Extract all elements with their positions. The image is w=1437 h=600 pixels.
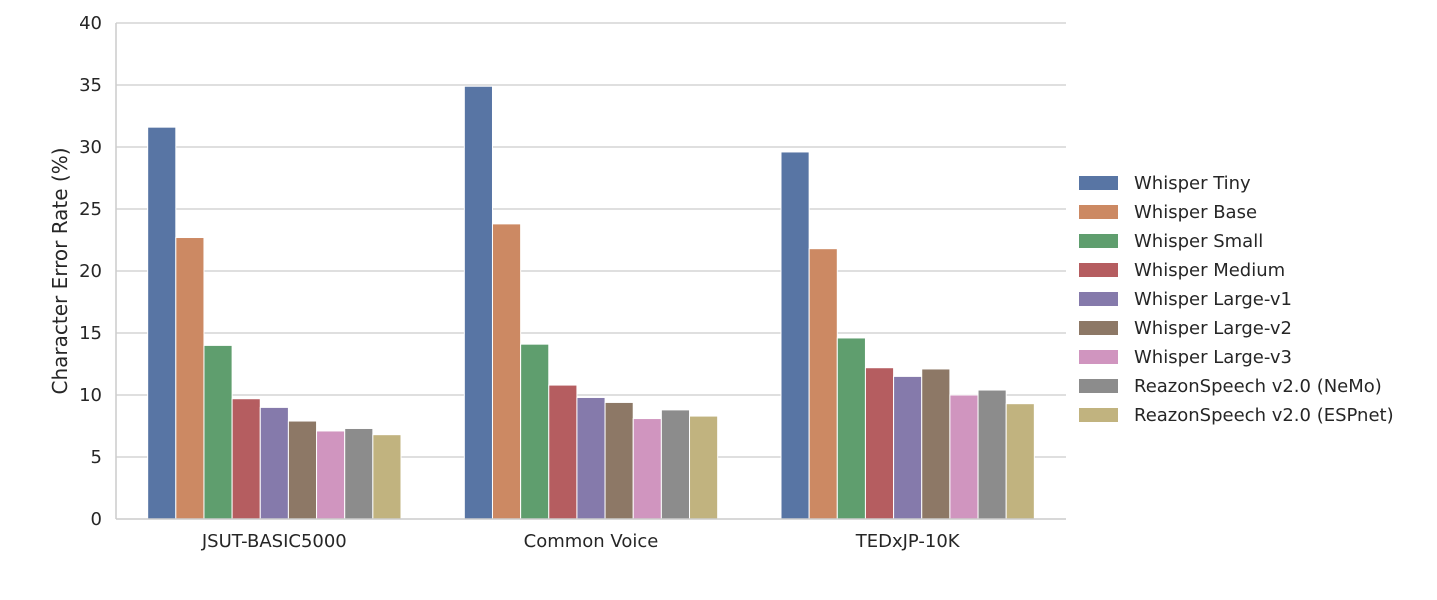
- y-tick-label: 35: [79, 75, 102, 96]
- bar-whisper-large-v2-1: [604, 401, 634, 520]
- legend-swatch: [1079, 379, 1118, 393]
- x-tick-label: TEDxJP-10K: [855, 531, 961, 552]
- legend: Whisper Tiny Whisper Base Whisper Small Whi…: [1079, 173, 1394, 426]
- bar-whisper-tiny-1: [463, 85, 493, 520]
- legend-swatch: [1079, 321, 1118, 335]
- bar-whisper-base-1: [491, 223, 522, 520]
- bar-whisper-large-v3-2: [949, 394, 979, 520]
- y-tick-label: 30: [79, 137, 102, 158]
- bar-whisper-base-2: [808, 248, 838, 520]
- bar-whisper-large-v2-2: [921, 368, 951, 520]
- legend-label: Whisper Large-v1: [1134, 289, 1292, 310]
- bar-whisper-small-2: [836, 337, 866, 520]
- bar-whisper-small-0: [203, 344, 233, 520]
- legend-label: Whisper Medium: [1134, 260, 1285, 281]
- legend-swatch: [1079, 292, 1118, 306]
- y-tick-label: 20: [79, 261, 102, 282]
- bar-whisper-tiny-0: [147, 126, 177, 520]
- x-tick-label: Common Voice: [524, 531, 659, 552]
- legend-label: Whisper Large-v2: [1134, 318, 1292, 339]
- grid-layer: [116, 22, 1066, 458]
- bar-reazonspeech-v2-0-espnet--0: [372, 434, 402, 520]
- bar-whisper-large-v3-0: [316, 430, 346, 520]
- y-tick-label: 15: [79, 323, 102, 344]
- bar-whisper-base-0: [175, 237, 205, 520]
- legend-label: ReazonSpeech v2.0 (NeMo): [1134, 376, 1382, 397]
- y-tick-label: 40: [79, 13, 102, 34]
- bar-whisper-large-v1-2: [893, 375, 923, 520]
- bar-whisper-small-1: [520, 343, 550, 520]
- legend-label: Whisper Large-v3: [1134, 347, 1292, 368]
- bars-layer: [147, 85, 1035, 520]
- bar-whisper-medium-1: [548, 384, 578, 520]
- legend-swatch: [1079, 350, 1118, 364]
- legend-swatch: [1079, 176, 1118, 190]
- bar-reazonspeech-v2-0-espnet--2: [1005, 403, 1035, 520]
- y-axis-label: Character Error Rate (%): [48, 147, 72, 394]
- legend-label: Whisper Tiny: [1134, 173, 1251, 194]
- axes-layer: 0 5 10 15 20 25 30 35 40 JSUT-BASIC5000 Common Voi…: [48, 13, 1066, 552]
- bar-reazonspeech-v2-0-nemo--0: [344, 427, 374, 520]
- bar-whisper-medium-0: [231, 398, 261, 520]
- legend-swatch: [1079, 408, 1118, 422]
- y-tick-label: 10: [79, 385, 102, 406]
- bar-whisper-medium-2: [864, 367, 895, 520]
- bar-reazonspeech-v2-0-nemo--1: [660, 409, 691, 520]
- bar-whisper-tiny-2: [780, 151, 810, 520]
- bar-whisper-large-v2-0: [287, 420, 318, 520]
- y-tick-label: 0: [91, 509, 102, 530]
- bar-reazonspeech-v2-0-espnet--1: [689, 415, 719, 520]
- legend-label: Whisper Small: [1134, 231, 1263, 252]
- y-tick-label: 25: [79, 199, 102, 220]
- x-tick-label: JSUT-BASIC5000: [201, 531, 347, 552]
- bar-reazonspeech-v2-0-nemo--2: [977, 389, 1007, 520]
- legend-swatch: [1079, 263, 1118, 277]
- legend-swatch: [1079, 205, 1118, 219]
- legend-label: Whisper Base: [1134, 202, 1257, 223]
- y-tick-label: 5: [91, 447, 102, 468]
- bar-whisper-large-v3-1: [632, 418, 662, 520]
- bar-whisper-large-v1-1: [576, 396, 606, 520]
- legend-swatch: [1079, 234, 1118, 248]
- legend-label: ReazonSpeech v2.0 (ESPnet): [1134, 405, 1394, 426]
- bar-whisper-large-v1-0: [259, 406, 289, 520]
